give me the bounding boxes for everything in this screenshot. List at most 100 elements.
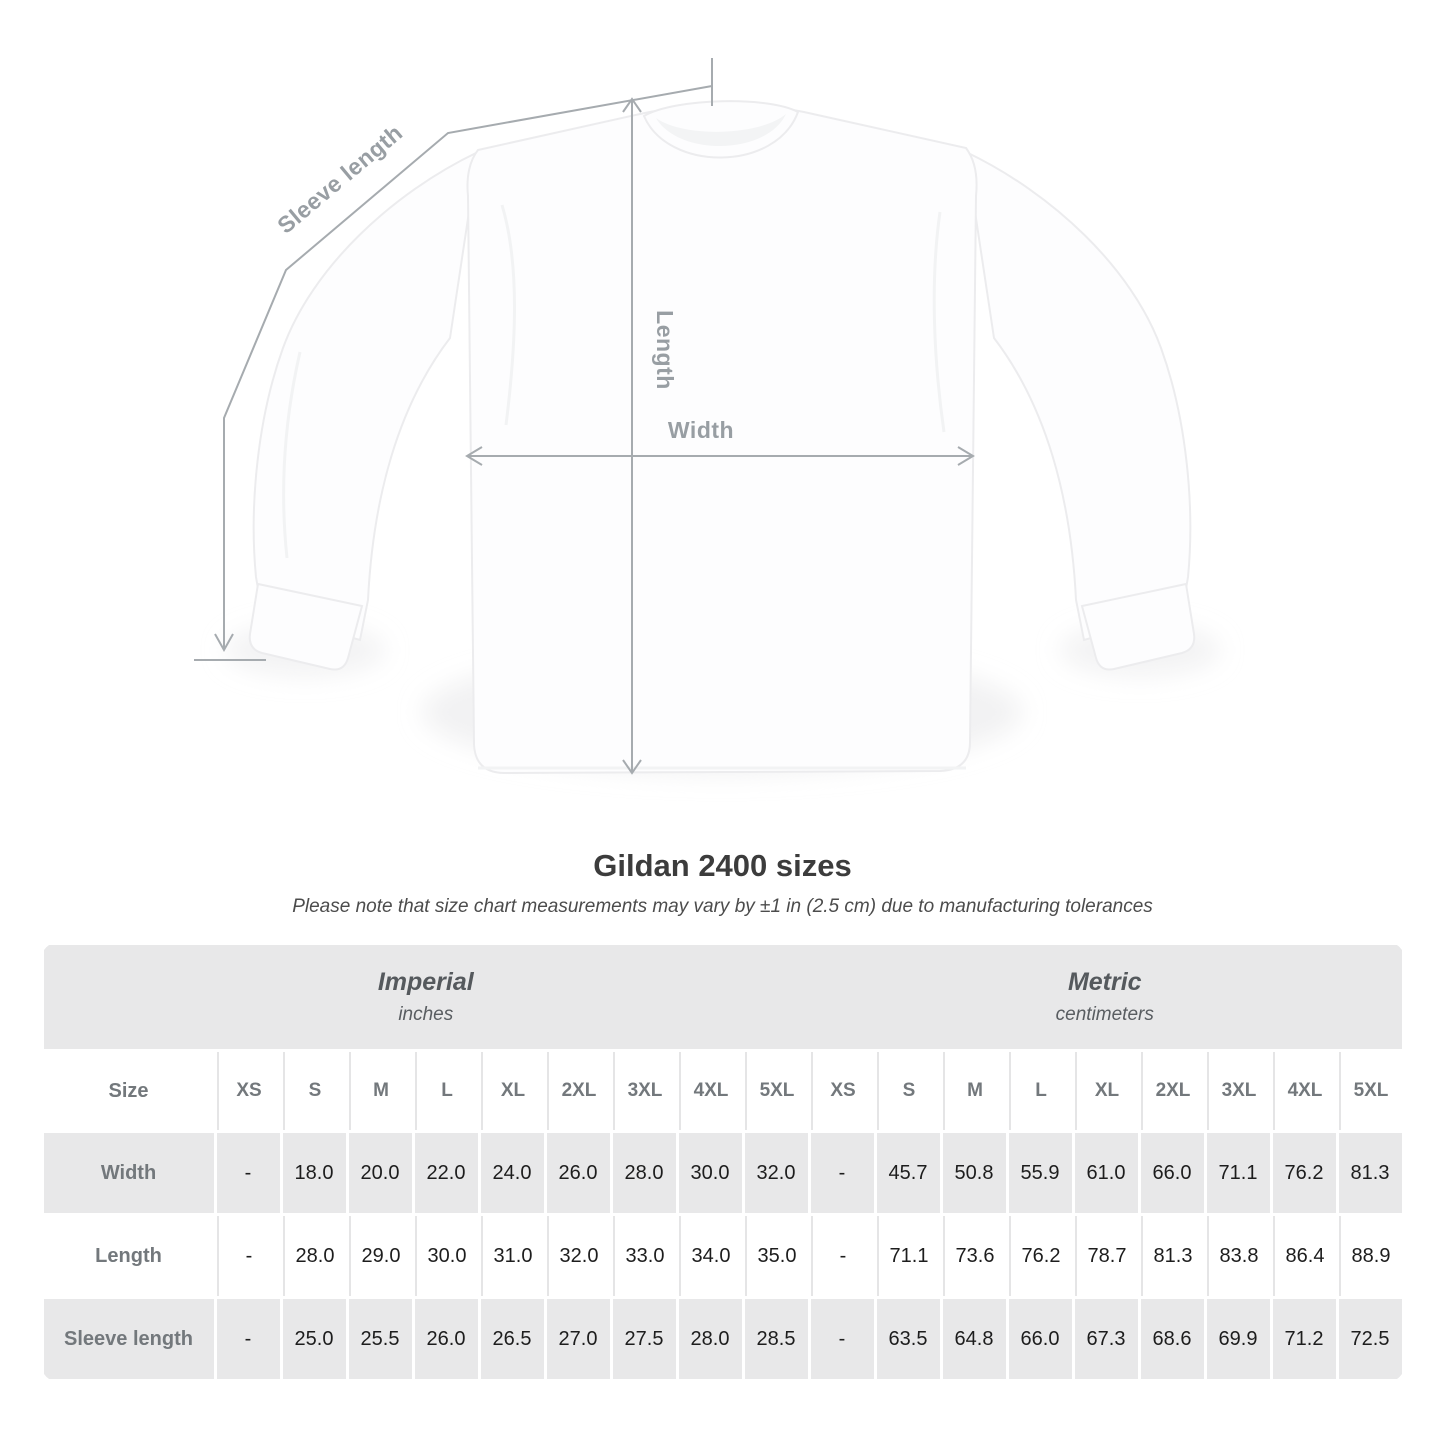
value-imperial-2xl: 26.0 — [546, 1133, 610, 1213]
value-metric-l: 76.2 — [1008, 1216, 1072, 1296]
value-metric-2xl: 81.3 — [1140, 1216, 1204, 1296]
value-imperial-s: 25.0 — [282, 1299, 346, 1379]
value-metric-5xl: 88.9 — [1338, 1216, 1402, 1296]
sleeve-length-line — [223, 85, 713, 648]
value-metric-xl: 67.3 — [1074, 1299, 1138, 1379]
value-imperial-5xl: 32.0 — [744, 1133, 808, 1213]
size-header-metric-m: M — [942, 1052, 1006, 1130]
crease-left — [500, 204, 516, 426]
value-imperial-3xl: 28.0 — [612, 1133, 676, 1213]
value-imperial-4xl: 30.0 — [678, 1133, 742, 1213]
value-imperial-l: 26.0 — [414, 1299, 478, 1379]
value-metric-2xl: 68.6 — [1140, 1299, 1204, 1379]
value-imperial-3xl: 27.5 — [612, 1299, 676, 1379]
row-label: Width — [43, 1133, 214, 1213]
size-header-imperial-m: M — [348, 1052, 412, 1130]
collar-inner — [656, 114, 786, 147]
size-header-metric-3xl: 3XL — [1206, 1052, 1270, 1130]
measurement-row-length: Length -28.0 29.0 30.0 31.0 32.0 33.0 34.0 35.0-… — [43, 1216, 1402, 1296]
right-sleeve — [964, 150, 1192, 642]
value-imperial-4xl: 28.0 — [678, 1299, 742, 1379]
length-label: Length — [652, 310, 678, 390]
size-table-container: Imperial inches Metric centimeters Size X… — [41, 942, 1405, 1382]
width-label: Width — [668, 417, 734, 443]
value-metric-xs: - — [810, 1216, 874, 1296]
value-metric-s: 63.5 — [876, 1299, 940, 1379]
size-header-imperial-2xl: 2XL — [546, 1052, 610, 1130]
value-metric-5xl: 72.5 — [1338, 1299, 1402, 1379]
value-metric-s: 71.1 — [876, 1216, 940, 1296]
value-imperial-5xl: 28.5 — [744, 1299, 808, 1379]
size-header-imperial-3xl: 3XL — [612, 1052, 676, 1130]
tolerance-note: Please note that size chart measurements… — [292, 896, 1153, 917]
size-table: Imperial inches Metric centimeters Size X… — [41, 942, 1405, 1382]
row-label: Length — [43, 1216, 214, 1296]
size-header-imperial-l: L — [414, 1052, 478, 1130]
value-metric-xs: - — [810, 1133, 874, 1213]
value-metric-m: 73.6 — [942, 1216, 1006, 1296]
value-imperial-l: 22.0 — [414, 1133, 478, 1213]
units-band: Imperial inches Metric centimeters — [43, 945, 1402, 1049]
size-header-metric-4xl: 4XL — [1272, 1052, 1336, 1130]
value-metric-4xl: 71.2 — [1272, 1299, 1336, 1379]
value-metric-3xl: 83.8 — [1206, 1216, 1270, 1296]
value-imperial-xs: - — [216, 1299, 280, 1379]
length-arrowhead-top — [622, 97, 642, 113]
metric-group-header: Metric centimeters — [808, 945, 1401, 1049]
imperial-title: Imperial — [377, 968, 474, 996]
value-imperial-m: 25.5 — [348, 1299, 412, 1379]
value-imperial-s: 18.0 — [282, 1133, 346, 1213]
value-metric-4xl: 76.2 — [1272, 1133, 1336, 1213]
value-metric-xl: 61.0 — [1074, 1133, 1138, 1213]
crease-right — [932, 211, 946, 433]
size-header-metric-s: S — [876, 1052, 940, 1130]
size-header-metric-xs: XS — [810, 1052, 874, 1130]
width-arrowhead-right — [957, 446, 975, 466]
value-imperial-xl: 26.5 — [480, 1299, 544, 1379]
value-metric-5xl: 81.3 — [1338, 1133, 1402, 1213]
size-header-metric-xl: XL — [1074, 1052, 1138, 1130]
value-imperial-xs: - — [216, 1133, 280, 1213]
value-metric-3xl: 69.9 — [1206, 1299, 1270, 1379]
value-metric-m: 50.8 — [942, 1133, 1006, 1213]
value-imperial-xl: 24.0 — [480, 1133, 544, 1213]
measurement-row-width: Width -18.0 20.0 22.0 24.0 26.0 28.0 30.0 32.0-4… — [43, 1133, 1402, 1213]
size-column-header: Size — [43, 1052, 214, 1130]
value-imperial-m: 20.0 — [348, 1133, 412, 1213]
row-label: Sleeve length — [43, 1299, 214, 1379]
metric-title: Metric — [1067, 968, 1142, 996]
left-cuff — [248, 582, 364, 671]
size-header-imperial-s: S — [282, 1052, 346, 1130]
value-metric-2xl: 66.0 — [1140, 1133, 1204, 1213]
value-metric-xs: - — [810, 1299, 874, 1379]
shirt-illustration — [248, 100, 1196, 775]
imperial-unit: inches — [398, 1004, 454, 1025]
value-imperial-l: 30.0 — [414, 1216, 478, 1296]
value-metric-4xl: 86.4 — [1272, 1216, 1336, 1296]
metric-unit: centimeters — [1055, 1004, 1154, 1025]
value-imperial-4xl: 34.0 — [678, 1216, 742, 1296]
value-imperial-xl: 31.0 — [480, 1216, 544, 1296]
imperial-group-header: Imperial inches — [44, 945, 809, 1049]
left-sleeve — [252, 150, 480, 642]
units-band-row: Imperial inches Metric centimeters — [43, 945, 1402, 1049]
crease-sleeve — [282, 351, 302, 559]
size-header-imperial-5xl: 5XL — [744, 1052, 808, 1130]
value-imperial-xs: - — [216, 1216, 280, 1296]
size-header-imperial-xs: XS — [216, 1052, 280, 1130]
value-imperial-2xl: 27.0 — [546, 1299, 610, 1379]
measurement-row-sleeve-length: Sleeve length -25.0 25.5 26.0 26.5 27.0 27.5 28… — [43, 1299, 1402, 1379]
size-header-imperial-xl: XL — [480, 1052, 544, 1130]
page-title: Gildan 2400 sizes — [593, 848, 852, 883]
value-metric-s: 45.7 — [876, 1133, 940, 1213]
value-metric-l: 55.9 — [1008, 1133, 1072, 1213]
size-header-imperial-4xl: 4XL — [678, 1052, 742, 1130]
right-cuff — [1080, 582, 1196, 671]
size-header-row: Size XS S M L XL 2XL 3XL 4XL 5XL XS S M L XL 2XL 3XL 4XL 5… — [43, 1052, 1402, 1130]
value-imperial-2xl: 32.0 — [546, 1216, 610, 1296]
value-imperial-m: 29.0 — [348, 1216, 412, 1296]
value-metric-m: 64.8 — [942, 1299, 1006, 1379]
value-metric-xl: 78.7 — [1074, 1216, 1138, 1296]
value-imperial-3xl: 33.0 — [612, 1216, 676, 1296]
